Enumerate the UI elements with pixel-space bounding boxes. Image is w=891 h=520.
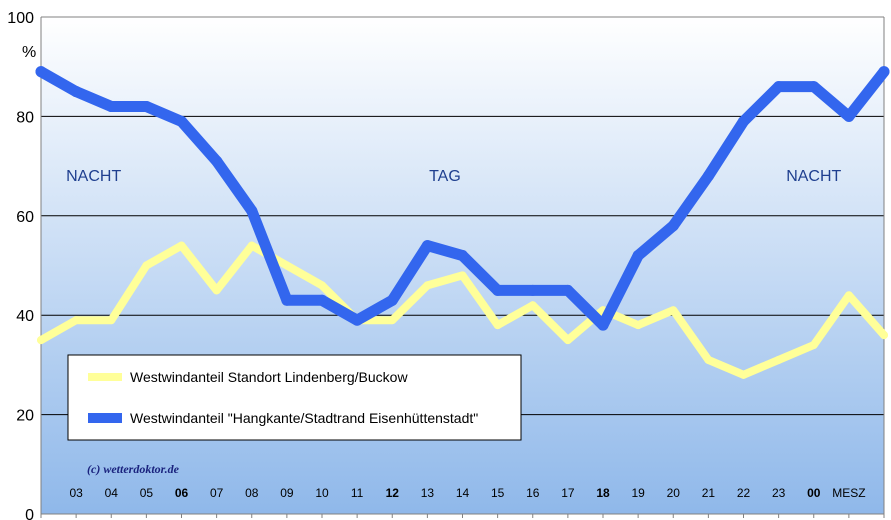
data-point	[809, 341, 818, 350]
series-lines	[35, 66, 890, 379]
y-tick-label: 0	[25, 507, 34, 520]
data-point	[844, 291, 853, 300]
x-tick-label: 16	[526, 486, 540, 500]
data-point	[457, 250, 468, 262]
x-tick-label: 08	[245, 486, 259, 500]
x-tick-label: 23	[772, 486, 786, 500]
data-point	[105, 100, 117, 112]
x-tick-label: 03	[69, 486, 83, 500]
data-point	[493, 321, 502, 330]
y-tick-label: 100	[7, 10, 34, 27]
data-point	[388, 316, 397, 325]
data-point	[667, 220, 679, 232]
x-tick-label: 05	[140, 486, 154, 500]
data-point	[421, 240, 433, 252]
data-point	[37, 336, 45, 345]
data-point	[774, 355, 783, 364]
data-point	[527, 284, 539, 296]
data-point	[563, 336, 572, 345]
data-point	[177, 241, 186, 250]
region-label: NACHT	[66, 168, 121, 185]
x-tick-label: 21	[702, 486, 716, 500]
data-point	[423, 281, 432, 290]
x-tick-label: 20	[667, 486, 681, 500]
data-point	[246, 205, 258, 217]
x-axis-ticks: 03 04 05 06 07 08 09 10 11 12 13 14 15 16 17 18 19 20 21 22…	[69, 486, 865, 500]
data-point	[247, 241, 256, 250]
x-tick-label: 14	[456, 486, 470, 500]
data-point	[316, 294, 328, 306]
legend-label-hangkante: Westwindanteil "Hangkante/Stadtrand Eise…	[130, 410, 478, 426]
data-point	[492, 284, 504, 296]
data-point	[843, 110, 855, 122]
data-point	[738, 115, 749, 127]
y-tick-label: 20	[16, 408, 34, 425]
x-tick-label: 09	[280, 486, 294, 500]
data-point	[281, 294, 293, 306]
region-annotations: NACHT TAG NACHT	[66, 168, 841, 185]
y-axis-ticks: 0 20 40 60 80 100	[7, 10, 34, 520]
data-point	[739, 370, 748, 379]
data-point	[773, 81, 785, 93]
data-point	[107, 316, 116, 325]
data-point	[140, 100, 152, 112]
x-tick-label: 17	[561, 486, 575, 500]
y-axis-label: %	[22, 44, 36, 61]
x-tick-label: 15	[491, 486, 505, 500]
x-tick-label: 13	[421, 486, 435, 500]
y-tick-label: 60	[16, 209, 34, 226]
x-tick-label: 07	[210, 486, 224, 500]
legend-box	[67, 354, 522, 441]
data-point	[282, 261, 291, 270]
data-point	[72, 316, 81, 325]
data-point	[211, 155, 223, 167]
x-tick-label: 04	[105, 486, 119, 500]
legend: Westwindanteil Standort Lindenberg/Bucko…	[67, 354, 522, 441]
y-tick-label: 40	[16, 308, 34, 325]
x-tick-label: 19	[631, 486, 645, 500]
data-point	[702, 170, 714, 182]
data-point	[632, 250, 644, 262]
data-point	[142, 261, 151, 270]
data-point	[318, 281, 326, 290]
data-point	[212, 286, 221, 295]
legend-label-lindenberg: Westwindanteil Standort Lindenberg/Bucko…	[130, 369, 408, 385]
x-tick-label: 18	[596, 486, 610, 500]
copyright-text: (c) wetterdoktor.de	[87, 462, 180, 476]
data-point	[70, 86, 82, 98]
data-point	[176, 115, 187, 127]
data-point	[458, 271, 467, 280]
data-point	[35, 66, 47, 78]
x-tick-label: 10	[315, 486, 329, 500]
x-tick-label: MESZ	[832, 486, 865, 500]
x-tick-label: 22	[737, 486, 751, 500]
data-point	[634, 321, 643, 330]
data-point	[386, 294, 398, 306]
data-point	[808, 81, 820, 93]
region-label: NACHT	[786, 168, 841, 185]
data-point	[669, 306, 678, 315]
y-tick-label: 80	[16, 109, 34, 126]
x-tick-label: 06	[175, 486, 189, 500]
region-label: TAG	[429, 168, 461, 185]
x-tick-label: 11	[351, 486, 364, 500]
data-point	[351, 314, 363, 326]
data-point	[878, 66, 890, 78]
x-tick-label: 00	[807, 486, 821, 500]
data-point	[597, 319, 609, 331]
data-point	[562, 284, 574, 296]
data-point	[704, 355, 713, 364]
x-tick-label: 12	[386, 486, 400, 500]
data-point	[880, 331, 888, 340]
data-point	[528, 301, 537, 310]
